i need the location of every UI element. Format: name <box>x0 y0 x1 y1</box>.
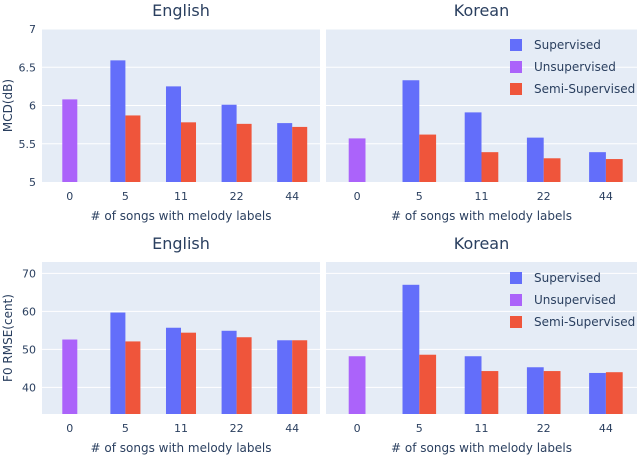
bar-supervised-22 <box>221 104 237 182</box>
bar-supervised-5 <box>402 80 420 182</box>
x-tick-label: 5 <box>122 190 129 203</box>
bar-supervised-44 <box>277 123 293 182</box>
y-tick-label: 5.5 <box>19 138 37 151</box>
chart-title: English <box>152 234 210 253</box>
x-tick-label: 11 <box>174 190 188 203</box>
y-tick-label: 6.5 <box>19 61 37 74</box>
bar-unsupervised-0 <box>348 356 366 414</box>
y-tick-label: 50 <box>22 343 36 356</box>
bar-semi-supervised-22 <box>236 123 252 182</box>
x-tick-label: 5 <box>122 422 129 435</box>
legend-swatch-supervised <box>510 272 522 284</box>
bar-supervised-11 <box>464 112 482 182</box>
x-tick-label: 0 <box>66 422 73 435</box>
x-tick-label: 5 <box>416 422 423 435</box>
bar-supervised-44 <box>589 152 606 182</box>
bar-semi-supervised-44 <box>605 159 623 182</box>
legend-swatch-semi-supervised <box>510 316 522 328</box>
bar-semi-supervised-44 <box>292 340 308 414</box>
y-axis-label: MCD(dB) <box>1 79 15 132</box>
chart-title: English <box>152 1 210 20</box>
bar-semi-supervised-11 <box>181 332 197 414</box>
chart-title: Korean <box>454 1 510 20</box>
bar-semi-supervised-5 <box>125 341 141 414</box>
legend: Supervised Unsupervised Semi-Supervised <box>510 38 635 96</box>
x-tick-label: 44 <box>599 190 613 203</box>
bar-supervised-44 <box>277 340 293 414</box>
x-tick-label: 22 <box>230 190 244 203</box>
legend-label: Supervised <box>534 38 601 52</box>
bar-semi-supervised-5 <box>419 134 437 182</box>
x-tick-label: 11 <box>174 422 188 435</box>
y-tick-label: 7 <box>29 23 36 36</box>
bar-unsupervised-0 <box>62 339 78 414</box>
legend-swatch-unsupervised <box>510 294 522 306</box>
x-tick-label: 11 <box>475 422 489 435</box>
bar-semi-supervised-11 <box>181 122 197 182</box>
y-tick-label: 6 <box>29 100 36 113</box>
legend-swatch-supervised <box>510 39 522 51</box>
bar-supervised-44 <box>589 372 606 414</box>
chart-panel-0: 5 5.5 6 6.5 7 0 5 11 22 44 English # of songs with … <box>1 1 320 223</box>
x-tick-label: 0 <box>354 190 361 203</box>
bar-unsupervised-0 <box>62 99 78 182</box>
bar-supervised-22 <box>221 330 237 414</box>
chart-panel-3: 0 5 11 22 44 Korean # of songs with melody lab… <box>326 234 637 455</box>
x-tick-label: 22 <box>537 190 551 203</box>
legend: Supervised Unsupervised Semi-Supervised <box>510 271 635 329</box>
bar-semi-supervised-22 <box>543 371 561 414</box>
bar-supervised-11 <box>165 86 181 182</box>
chart-panel-2: 40 50 60 70 0 5 11 22 44 English # of songs with m… <box>1 234 320 455</box>
x-tick-label: 11 <box>475 190 489 203</box>
legend-swatch-unsupervised <box>510 61 522 73</box>
x-axis-label: # of songs with melody labels <box>391 441 572 455</box>
bar-semi-supervised-11 <box>481 371 499 414</box>
legend-label: Unsupervised <box>534 293 616 307</box>
legend-label: Semi-Supervised <box>534 82 635 96</box>
y-tick-label: 70 <box>22 267 36 280</box>
bar-semi-supervised-11 <box>481 152 499 182</box>
x-tick-label: 22 <box>230 422 244 435</box>
x-tick-label: 44 <box>285 190 299 203</box>
bar-semi-supervised-5 <box>419 354 437 414</box>
y-tick-label: 5 <box>29 176 36 189</box>
legend-label: Semi-Supervised <box>534 315 635 329</box>
bar-semi-supervised-22 <box>543 158 561 182</box>
bar-semi-supervised-44 <box>292 126 308 182</box>
x-tick-label: 0 <box>66 190 73 203</box>
bar-semi-supervised-22 <box>236 337 252 414</box>
chart-panel-1: 0 5 11 22 44 Korean # of songs with melody lab… <box>326 1 637 223</box>
chart-title: Korean <box>454 234 510 253</box>
legend-label: Supervised <box>534 271 601 285</box>
x-axis-label: # of songs with melody labels <box>91 209 272 223</box>
y-tick-label: 60 <box>22 305 36 318</box>
x-tick-label: 44 <box>599 422 613 435</box>
bar-semi-supervised-5 <box>125 115 141 182</box>
x-tick-label: 22 <box>537 422 551 435</box>
bar-supervised-5 <box>402 284 420 414</box>
x-tick-label: 44 <box>285 422 299 435</box>
y-tick-label: 40 <box>22 381 36 394</box>
legend-swatch-semi-supervised <box>510 83 522 95</box>
bar-supervised-5 <box>110 312 126 414</box>
bar-supervised-22 <box>526 137 544 182</box>
x-tick-label: 5 <box>416 190 423 203</box>
y-axis-label: F0 RMSE(cent) <box>1 294 15 382</box>
bar-supervised-11 <box>464 356 482 414</box>
x-axis-label: # of songs with melody labels <box>391 209 572 223</box>
x-axis-label: # of songs with melody labels <box>91 441 272 455</box>
bar-supervised-22 <box>526 367 544 414</box>
legend-label: Unsupervised <box>534 60 616 74</box>
bar-supervised-11 <box>165 327 181 414</box>
bar-semi-supervised-44 <box>605 372 623 414</box>
bar-unsupervised-0 <box>348 138 366 182</box>
x-tick-label: 0 <box>354 422 361 435</box>
bar-supervised-5 <box>110 60 126 182</box>
